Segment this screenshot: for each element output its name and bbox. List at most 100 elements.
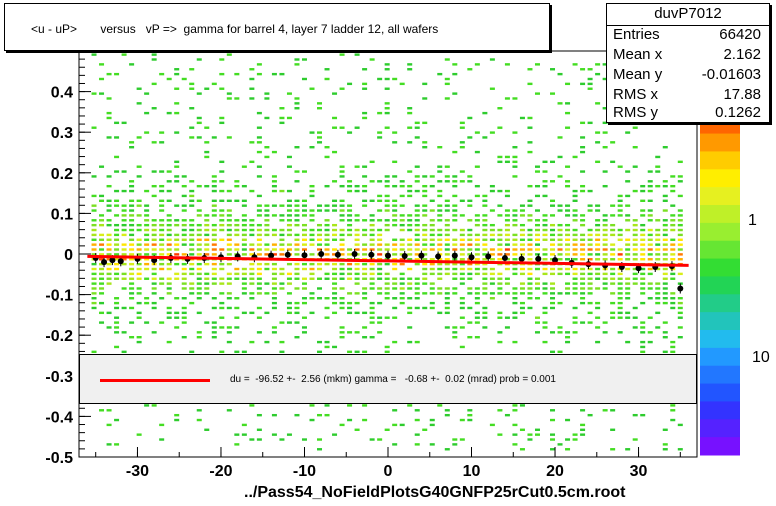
heatmap-cell [655, 155, 661, 159]
heatmap-cell [136, 292, 142, 295]
heatmap-cell [534, 277, 540, 280]
heatmap-cell [550, 223, 556, 227]
heatmap-cell [271, 253, 277, 256]
heatmap-cell [452, 194, 458, 198]
heatmap-cell [580, 409, 586, 412]
heatmap-cell [444, 287, 450, 290]
heatmap-cell [580, 121, 586, 125]
heatmap-cell [534, 248, 540, 251]
heatmap-cell [256, 150, 262, 154]
heatmap-cell [106, 199, 112, 202]
heatmap-cell [271, 292, 277, 295]
profile-point [318, 251, 325, 257]
heatmap-cell [204, 282, 210, 285]
heatmap-cell [332, 248, 338, 251]
heatmap-cell [369, 58, 375, 61]
heatmap-cell [459, 262, 465, 266]
heatmap-cell [647, 267, 653, 271]
heatmap-cell [332, 277, 338, 280]
heatmap-cell [294, 170, 300, 173]
heatmap-cell [534, 209, 540, 212]
heatmap-cell [497, 287, 503, 290]
heatmap-cell [437, 228, 443, 232]
heatmap-cell [91, 287, 97, 290]
heatmap-cell [271, 306, 277, 310]
heatmap-cell [121, 219, 127, 222]
heatmap-cell [106, 72, 112, 76]
heatmap-cell [144, 243, 150, 246]
heatmap-cell [121, 243, 127, 246]
heatmap-cell [384, 175, 390, 178]
heatmap-cell [196, 277, 202, 280]
heatmap-cell [129, 141, 135, 144]
heatmap-cell [640, 292, 646, 295]
heatmap-cell [377, 292, 383, 295]
palette-segment [700, 240, 740, 260]
heatmap-cell [264, 253, 270, 256]
heatmap-cell [324, 272, 330, 276]
heatmap-cell [241, 282, 247, 285]
heatmap-cell [550, 433, 556, 436]
heatmap-cell [504, 292, 510, 295]
heatmap-cell [99, 292, 105, 295]
heatmap-cell [189, 267, 195, 271]
heatmap-cell [114, 170, 120, 173]
heatmap-cell [422, 214, 428, 217]
heatmap-cell [189, 287, 195, 290]
title-box: <u - uP> versus vP => gamma for barrel 4… [4, 3, 550, 51]
heatmap-cell [542, 292, 548, 295]
heatmap-cell [640, 258, 646, 261]
heatmap-cell [632, 326, 638, 329]
heatmap-cell [444, 272, 450, 276]
heatmap-cell [482, 136, 488, 139]
heatmap-cell [264, 228, 270, 232]
heatmap-cell [519, 301, 525, 305]
heatmap-cell [610, 248, 616, 251]
heatmap-cell [114, 189, 120, 193]
heatmap-cell [369, 199, 375, 202]
plot-title: <u - uP> versus vP => gamma for barrel 4… [31, 22, 439, 36]
heatmap-cell [339, 209, 345, 212]
heatmap-cell [294, 204, 300, 207]
heatmap-cell [572, 433, 578, 436]
heatmap-cell [309, 194, 315, 198]
heatmap-cell [249, 223, 255, 227]
heatmap-cell [362, 287, 368, 290]
heatmap-cell [617, 248, 623, 251]
heatmap-cell [497, 248, 503, 251]
heatmap-cell [294, 102, 300, 105]
heatmap-cell [347, 180, 353, 183]
heatmap-cell [144, 258, 150, 261]
heatmap-cell [459, 170, 465, 173]
heatmap-cell [159, 233, 165, 237]
heatmap-cell [610, 258, 616, 261]
heatmap-cell [99, 199, 105, 202]
heatmap-cell [339, 336, 345, 339]
heatmap-cell [377, 243, 383, 246]
heatmap-cell [414, 443, 420, 446]
heatmap-cell [414, 204, 420, 207]
heatmap-cell [497, 160, 503, 164]
heatmap-cell [407, 287, 413, 290]
heatmap-cell [437, 170, 443, 173]
heatmap-cell [121, 253, 127, 256]
heatmap-cell [234, 272, 240, 276]
heatmap-cell [392, 297, 398, 300]
heatmap-cell [407, 111, 413, 115]
heatmap-cell [399, 82, 405, 86]
heatmap-cell [602, 233, 608, 237]
heatmap-cell [174, 68, 180, 71]
heatmap-cell [632, 272, 638, 276]
heatmap-cell [610, 292, 616, 295]
heatmap-cell [181, 194, 187, 198]
heatmap-cell [602, 228, 608, 232]
heatmap-cell [422, 282, 428, 285]
heatmap-cell [347, 184, 353, 188]
heatmap-cell [279, 116, 285, 120]
heatmap-cell [580, 223, 586, 227]
heatmap-cell [565, 102, 571, 105]
heatmap-cell [114, 331, 120, 334]
heatmap-cell [174, 131, 180, 134]
heatmap-cell [136, 204, 142, 207]
heatmap-cell [565, 287, 571, 290]
